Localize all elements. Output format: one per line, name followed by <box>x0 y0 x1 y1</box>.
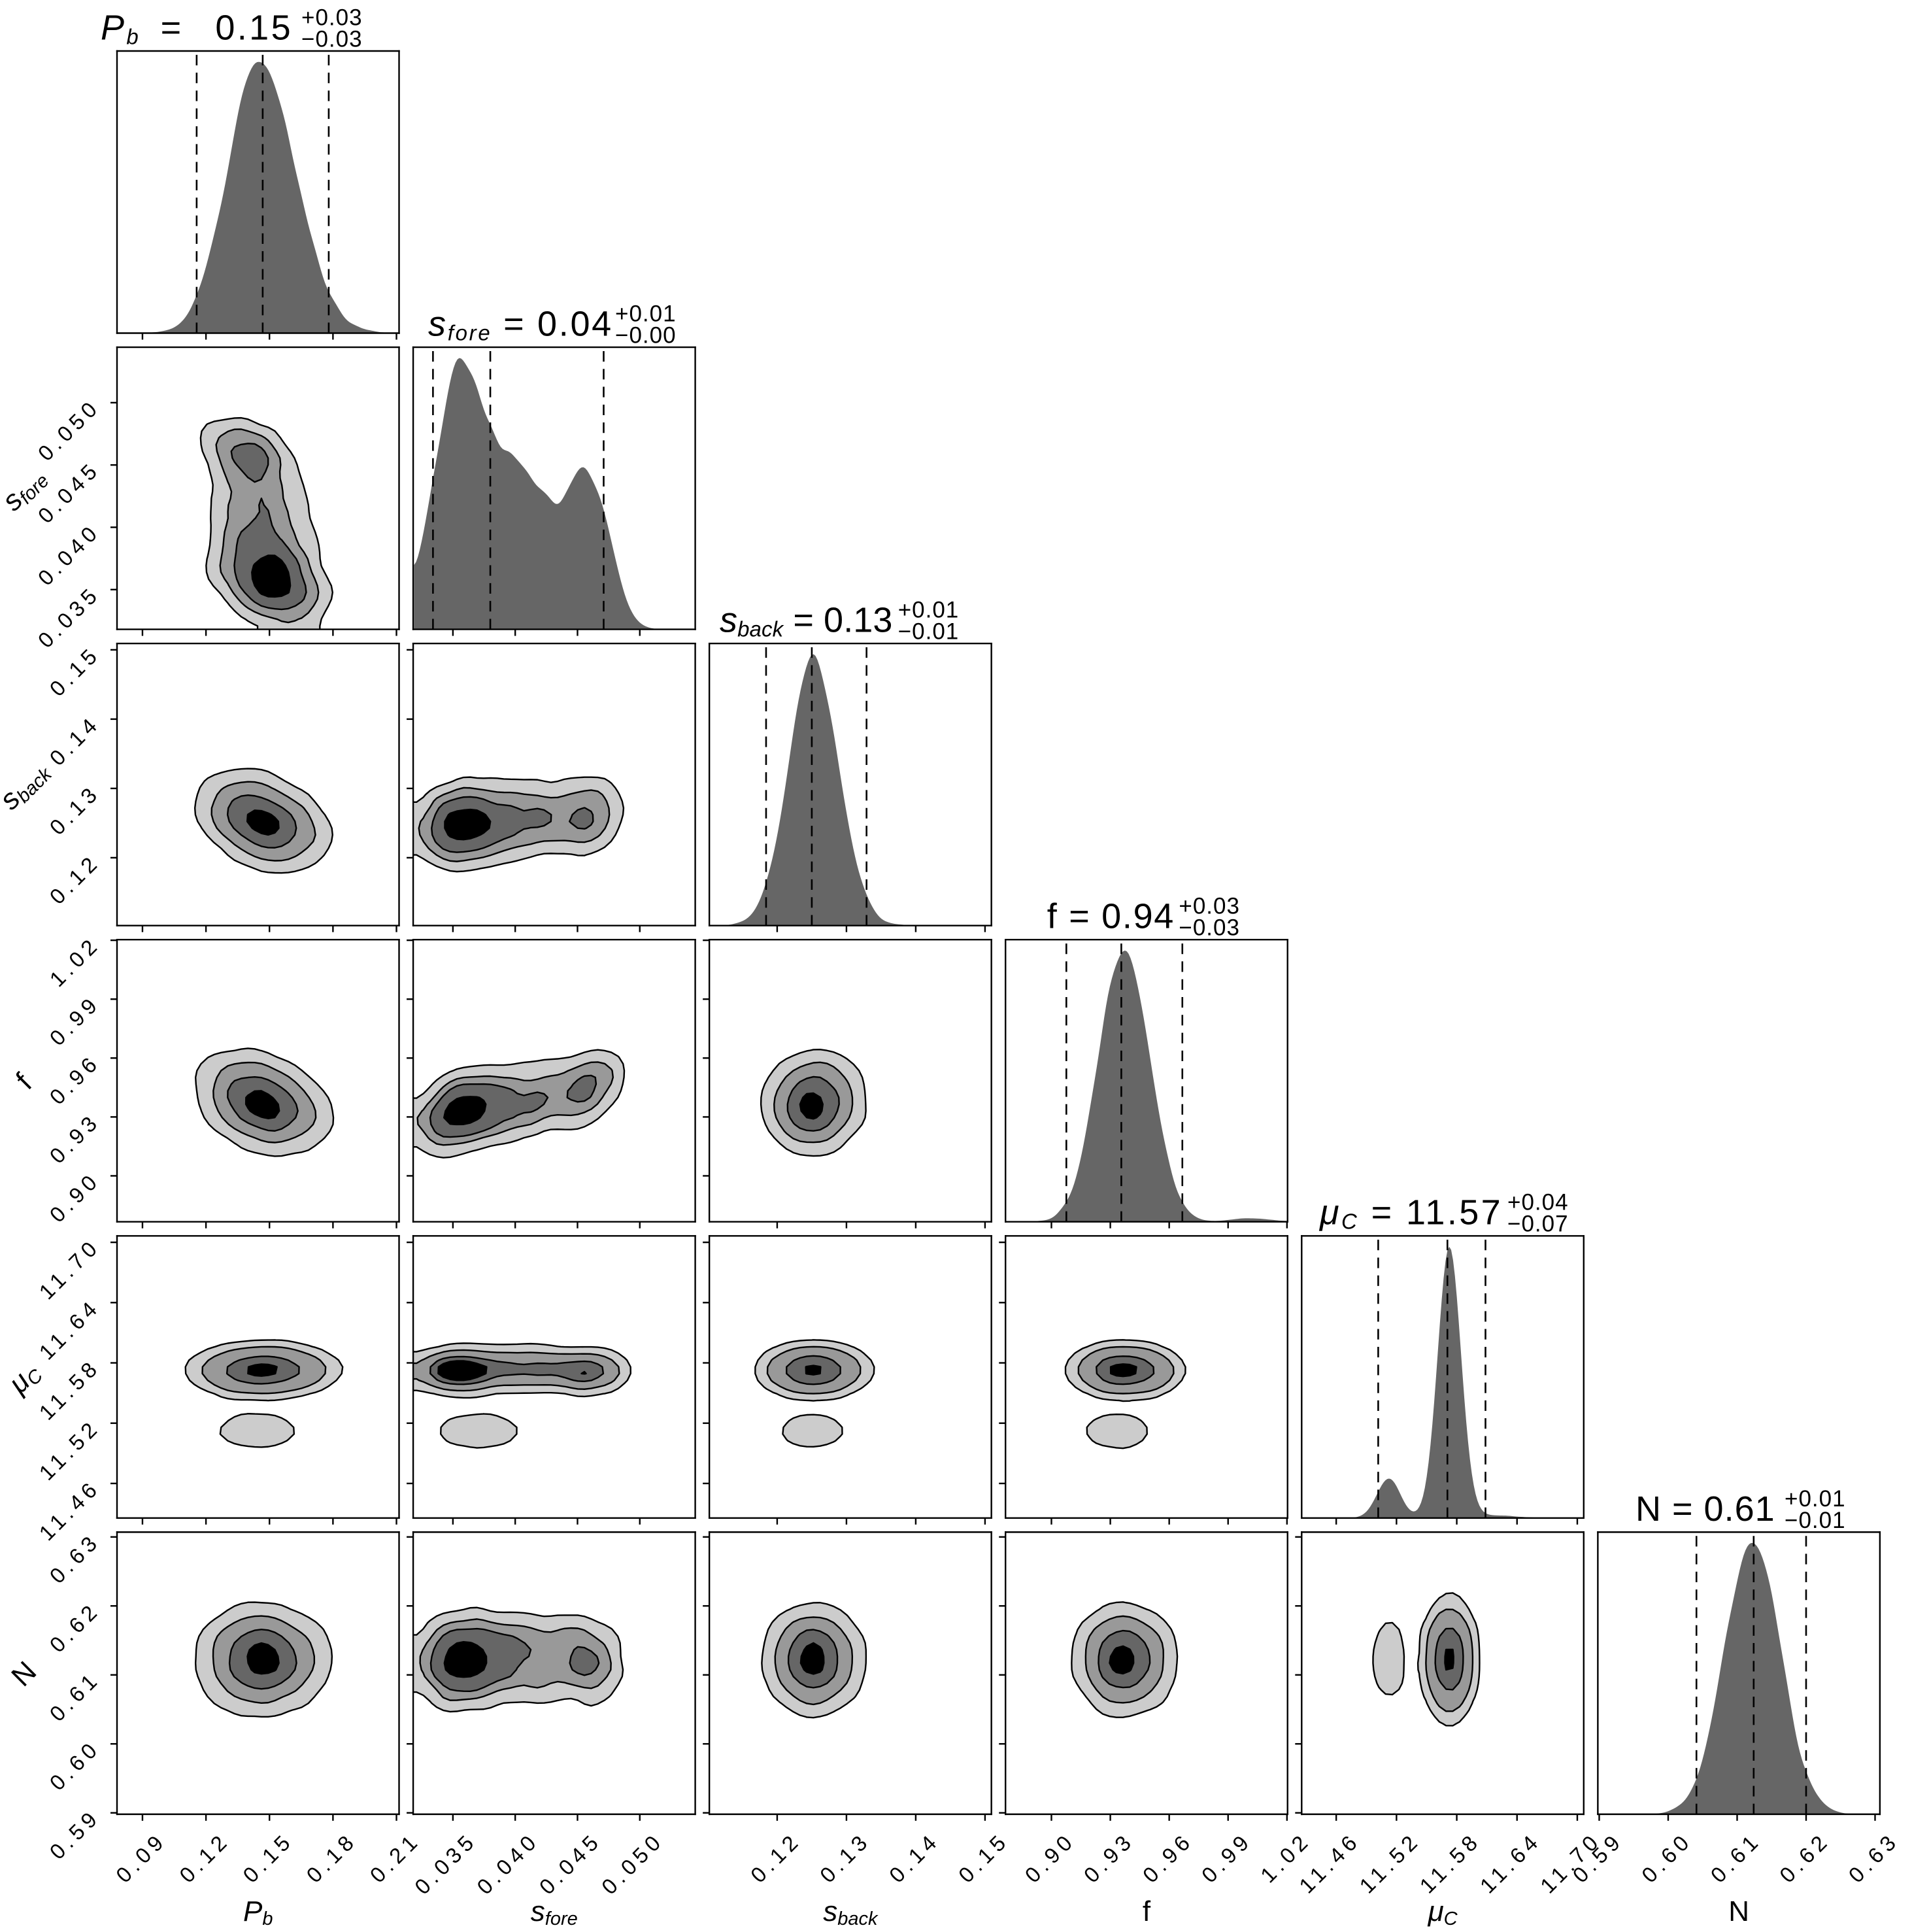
svg-text:−0.03: −0.03 <box>1179 915 1240 941</box>
svg-text:N: N <box>1728 1895 1749 1927</box>
svg-text:−0.01: −0.01 <box>898 619 960 645</box>
svg-text:+0.04: +0.04 <box>1507 1190 1569 1215</box>
svg-text:μC: μC <box>1428 1895 1458 1929</box>
svg-text:f = 0.94: f = 0.94 <box>1047 897 1175 936</box>
svg-text:+0.01: +0.01 <box>1785 1486 1846 1512</box>
svg-text:+0.01: +0.01 <box>898 598 960 623</box>
svg-text:sback: sback <box>823 1895 879 1929</box>
svg-text:sfore = 0.04: sfore = 0.04 <box>428 305 613 345</box>
svg-text:N = 0.61: N = 0.61 <box>1635 1489 1775 1529</box>
svg-text:+0.01: +0.01 <box>615 301 677 327</box>
svg-text:−0.01: −0.01 <box>1785 1508 1846 1533</box>
svg-text:μC = 11.57: μC = 11.57 <box>1318 1193 1503 1234</box>
svg-text:−0.00: −0.00 <box>615 323 677 348</box>
svg-text:Pb = 0.15: Pb = 0.15 <box>101 8 293 48</box>
svg-text:f: f <box>1143 1895 1151 1927</box>
svg-text:−0.03: −0.03 <box>301 26 363 52</box>
svg-text:Pb: Pb <box>243 1895 273 1929</box>
svg-text:sback = 0.13: sback = 0.13 <box>720 601 893 641</box>
svg-text:+0.03: +0.03 <box>1179 894 1240 919</box>
svg-text:sfore: sfore <box>531 1895 578 1929</box>
svg-text:−0.07: −0.07 <box>1507 1212 1569 1237</box>
svg-text:+0.03: +0.03 <box>301 5 363 30</box>
